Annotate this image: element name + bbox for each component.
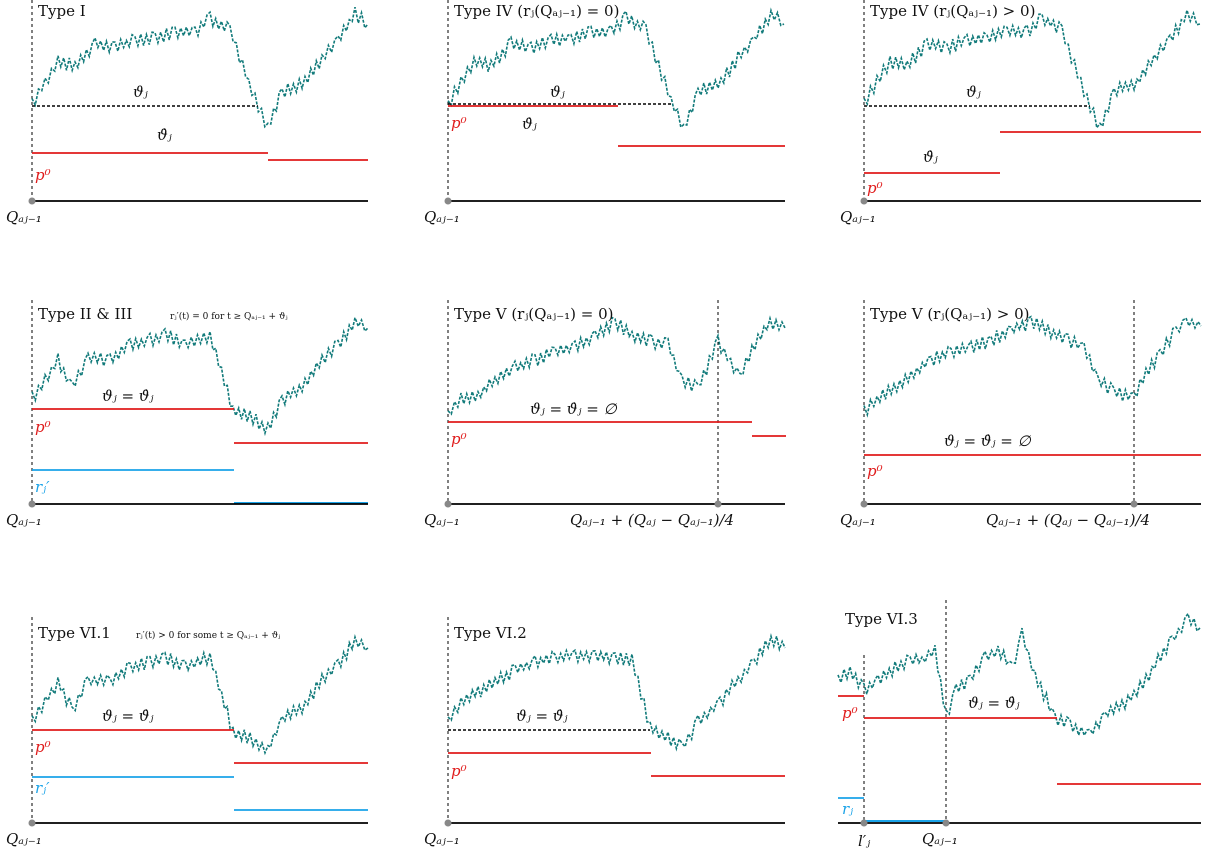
price-path	[447, 7, 785, 129]
q-point	[942, 819, 950, 827]
p0-label: p⁰	[867, 179, 883, 197]
panel-title: Type IV (rⱼ(Qₐⱼ₋₁) = 0)	[454, 2, 619, 20]
p0-label: p⁰	[451, 114, 467, 132]
p0-label: p⁰	[867, 462, 883, 480]
p0-label: p⁰	[35, 738, 51, 756]
p0-label: p⁰	[842, 704, 858, 722]
p0-label: p⁰	[451, 762, 467, 780]
q-label: Qₐⱼ₋₁	[840, 208, 876, 226]
theta-label: ϑⱼ = ϑ̇ⱼ	[516, 707, 568, 725]
price-path	[863, 7, 1201, 130]
panel-title: Type VI.1	[38, 624, 111, 642]
theta-label: ϑⱼ	[550, 83, 565, 101]
panel-type-4-positive: Type IV (rⱼ(Qₐⱼ₋₁) > 0) ϑⱼ ϑ̇ⱼ p⁰ Qₐⱼ₋₁	[840, 0, 1201, 226]
panel-note: rⱼ′(t) > 0 for some t ≥ Qₐⱼ₋₁ + ϑⱼ	[136, 630, 280, 641]
start-point	[444, 819, 452, 827]
q-label: Qₐⱼ₋₁	[424, 830, 460, 848]
theta-dot-label: ϑ̇ⱼ	[157, 126, 172, 144]
q-label: Qₐⱼ₋₁	[6, 830, 42, 848]
panel-type-5-positive: Type V (rⱼ(Qₐⱼ₋₁) > 0) ϑⱼ = ϑ̇ⱼ = ∅ p⁰ Q…	[840, 300, 1202, 529]
panel-title: Type V (rⱼ(Qₐⱼ₋₁) = 0)	[454, 305, 614, 323]
panel-title: Type VI.2	[454, 624, 527, 642]
q-label: Qₐⱼ₋₁	[922, 830, 958, 848]
price-path	[31, 6, 369, 129]
price-path	[31, 634, 369, 756]
q-label: Qₐⱼ₋₁	[840, 511, 876, 529]
q-label: Qₐⱼ₋₁	[424, 511, 460, 529]
price-path	[447, 633, 786, 752]
panel-note: rⱼ′(t) = 0 for t ≥ Qₐⱼ₋₁ + ϑⱼ	[170, 311, 288, 322]
quarter-label: Qₐⱼ₋₁ + (Qₐⱼ − Qₐⱼ₋₁)/4	[570, 511, 734, 529]
panel-title: Type II & III	[38, 305, 132, 323]
price-path	[863, 315, 1202, 418]
theta-label: ϑⱼ = ϑ̇ⱼ	[102, 707, 154, 725]
theta-label: ϑⱼ = ϑ̇ⱼ = ∅	[530, 400, 618, 418]
q-label: Qₐⱼ₋₁	[6, 511, 42, 529]
theta-label: ϑⱼ = ϑ̇ⱼ = ∅	[944, 432, 1032, 450]
r-label: rⱼ′	[35, 478, 50, 496]
p0-label: p⁰	[35, 166, 51, 184]
start-point	[444, 197, 452, 205]
start-point	[28, 819, 36, 827]
price-path	[837, 611, 1201, 738]
q-label: Qₐⱼ₋₁	[424, 208, 460, 226]
start-point	[28, 500, 36, 508]
l-point	[860, 819, 868, 827]
q-label: Qₐⱼ₋₁	[6, 208, 42, 226]
price-path	[447, 315, 786, 416]
panel-type-6-1: Type VI.1 rⱼ′(t) > 0 for some t ≥ Qₐⱼ₋₁ …	[6, 617, 369, 848]
panel-type-1: Type I ϑⱼ ϑ̇ⱼ p⁰ Qₐⱼ₋₁	[6, 0, 369, 226]
start-point	[860, 500, 868, 508]
theta-label: ϑⱼ = ϑ̇ⱼ	[968, 694, 1020, 712]
quarter-point	[714, 500, 722, 508]
theta-dot-label: ϑ̇ⱼ	[923, 148, 938, 166]
panel-type-6-3: Type VI.3 ϑⱼ = ϑ̇ⱼ p⁰ rⱼ l′ⱼ Qₐⱼ₋₁	[837, 600, 1201, 850]
l-label: l′ⱼ	[858, 832, 870, 850]
panel-type-2-3: Type II & III rⱼ′(t) = 0 for t ≥ Qₐⱼ₋₁ +…	[6, 300, 369, 529]
start-point	[444, 500, 452, 508]
panel-type-6-2: Type VI.2 ϑⱼ = ϑ̇ⱼ p⁰ Qₐⱼ₋₁	[424, 617, 786, 848]
start-point	[860, 197, 868, 205]
p0-label: p⁰	[451, 430, 467, 448]
panel-title: Type V (rⱼ(Qₐⱼ₋₁) > 0)	[870, 305, 1030, 323]
panel-title: Type I	[38, 2, 86, 20]
theta-dot-label: ϑ̇ⱼ	[522, 115, 537, 133]
price-path	[31, 314, 369, 437]
r-label: rⱼ	[842, 800, 853, 818]
panel-type-5-zero: Type V (rⱼ(Qₐⱼ₋₁) = 0) ϑⱼ = ϑ̇ⱼ = ∅ p⁰ Q…	[424, 300, 786, 529]
start-point	[28, 197, 36, 205]
panel-type-4-zero: Type IV (rⱼ(Qₐⱼ₋₁) = 0) ϑⱼ ϑ̇ⱼ p⁰ Qₐⱼ₋₁	[424, 0, 785, 226]
panel-title: Type VI.3	[845, 610, 918, 628]
r-label: rⱼ′	[35, 779, 50, 797]
theta-label: ϑⱼ	[966, 83, 981, 101]
panel-title: Type IV (rⱼ(Qₐⱼ₋₁) > 0)	[870, 2, 1035, 20]
p0-label: p⁰	[35, 418, 51, 436]
theta-label: ϑⱼ	[133, 83, 148, 101]
quarter-label: Qₐⱼ₋₁ + (Qₐⱼ − Qₐⱼ₋₁)/4	[986, 511, 1150, 529]
theta-label: ϑⱼ = ϑ̇ⱼ	[102, 387, 154, 405]
quarter-point	[1130, 500, 1138, 508]
